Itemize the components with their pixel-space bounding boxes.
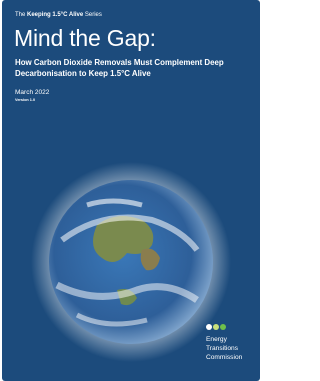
subtitle: How Carbon Dioxide Removals Must Complem… <box>15 57 251 79</box>
logo-line: Transitions <box>206 344 242 353</box>
logo-dot <box>220 324 226 330</box>
cover: The Keeping 1.5°C Alive Series Mind the … <box>2 0 260 381</box>
date: March 2022 <box>15 89 49 96</box>
series-suffix: Series <box>83 12 102 18</box>
logo-dot <box>206 324 212 330</box>
logo-line: Energy <box>206 335 242 344</box>
logo-text: Energy Transitions Commission <box>206 335 242 362</box>
logo-line: Commission <box>206 353 242 362</box>
series-name: Keeping 1.5°C Alive <box>27 12 83 18</box>
logo-dot <box>213 324 219 330</box>
page: The Keeping 1.5°C Alive Series Mind the … <box>0 0 262 381</box>
version: Version 1.0 <box>15 98 35 102</box>
title: Mind the Gap: <box>14 25 156 52</box>
series-label: The Keeping 1.5°C Alive Series <box>15 12 102 18</box>
series-prefix: The <box>15 12 27 18</box>
